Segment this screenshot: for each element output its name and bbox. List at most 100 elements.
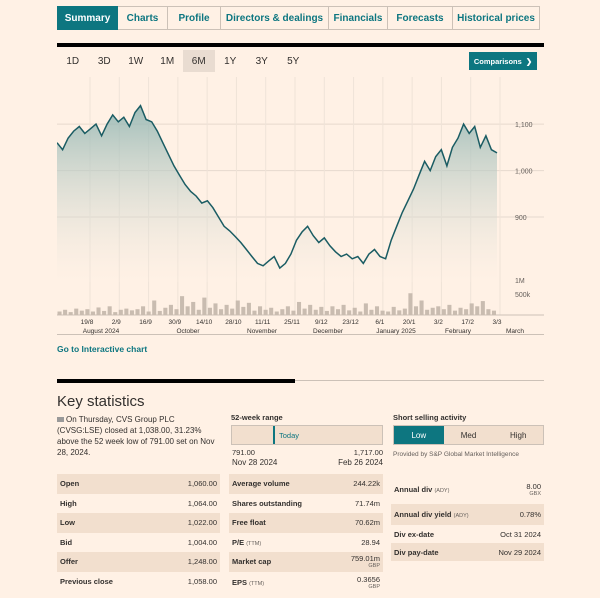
volume-bar [408,293,413,315]
range-3y-button[interactable]: 3Y [255,55,268,67]
time-range-selector: 1D 3D 1W 1M 6M 1Y 3Y 5Y [57,50,309,72]
volume-bar [180,296,185,315]
tab-directors-dealings[interactable]: Directors & dealings [221,6,329,30]
volume-bar [118,309,123,315]
x-tick-label: 23/12 [342,319,359,326]
volume-bar [207,307,212,315]
range-1m-button[interactable]: 1M [160,55,175,67]
table-row: Free float 70.62m [229,513,383,533]
volume-bar [341,304,346,315]
table-row: Market cap 759.01m GBP [229,552,383,572]
table-row: Bid 1,004.00 [57,533,220,553]
interactive-chart-link[interactable]: Go to Interactive chart [57,344,148,354]
volume-bar [430,307,435,315]
x-tick-label: 6/1 [375,319,384,326]
week52-high-date: Feb 26 2024 [338,458,383,467]
row-value: 1,248.00 [187,557,217,567]
row-label: Annual div (ADY) [394,484,450,494]
range-1d-button[interactable]: 1D [66,55,80,67]
range-1w-button[interactable]: 1W [128,55,144,67]
week52-low-date: Nov 28 2024 [232,458,278,467]
table-row: Annual div yield (ADY) 0.78% [391,504,544,525]
x-tick-label: 25/11 [284,319,300,326]
volume-bar [313,309,318,315]
data-provider-note: Provided by S&P Global Market Intelligen… [393,451,519,458]
volume-bar [491,310,496,315]
dividend-table: Annual div (ADY) 8.00 GBX Annual div yield… [391,474,544,561]
price-line [57,104,498,270]
key-statistics-text: On Thursday, CVS Group PLC (CVSG:LSE) cl… [57,415,215,457]
x-month-label: February [445,328,472,335]
volume-bar [413,306,419,315]
comparisons-button[interactable]: Comparisons ❯ [469,52,537,70]
volume-bar [258,306,263,315]
table-row: Annual div (ADY) 8.00 GBX [391,474,544,504]
volume-bar [168,304,173,315]
short-selling-med[interactable]: Med [443,426,494,444]
volume-bar [135,309,140,315]
x-tick-label: 20/1 [403,319,416,326]
row-label: Previous close [60,576,113,586]
x-tick-label: 9/12 [315,319,328,326]
row-value: 1,060.00 [187,479,217,489]
volume-bar [280,309,285,315]
table-row: Shares outstanding 71.74m [229,494,383,514]
table-row: EPS (TTM) 0.3656 GBP [229,572,383,594]
row-label: Bid [60,537,73,547]
short-selling-high[interactable]: High [493,426,544,444]
range-5y-button[interactable]: 5Y [287,55,300,67]
tab-historical-prices[interactable]: Historical prices [453,6,540,30]
row-value: 759.01m GBP [350,554,380,570]
volume-bar [113,312,118,315]
row-value: Oct 31 2024 [500,529,541,539]
volume-bar [219,309,224,315]
row-value: 8.00 GBX [526,481,541,497]
x-month-label: January 2025 [376,328,416,335]
row-label: EPS (TTM) [232,578,265,587]
volume-bar [464,309,469,315]
week52-title: 52-week range [231,413,283,422]
volume-bar [386,311,391,315]
row-value: 1,022.00 [187,518,217,528]
volume-bar [324,310,329,315]
x-tick-label: 30/9 [169,319,182,326]
price-chart[interactable]: 1,100 1,000 900 1M 500k 19/8 2/9 16/9 30/9 14/10 2… [57,77,544,335]
tab-summary[interactable]: Summary [57,6,118,30]
volume-bar [202,297,207,315]
row-label: Offer [60,557,78,567]
volume-bar [447,304,452,315]
volume-bar [425,309,430,315]
short-selling-level: Low Med High [393,425,544,445]
tab-charts[interactable]: Charts [118,6,168,30]
short-selling-low[interactable]: Low [394,426,444,444]
range-6m-button[interactable]: 6M [183,50,215,72]
volume-bar [380,310,385,315]
volume-bar [196,309,201,315]
volume-bar [174,309,179,315]
tab-forecasts[interactable]: Forecasts [388,6,453,30]
quote-nav-tabs: Summary Charts Profile Directors & deali… [57,6,540,30]
volume-bar [291,310,296,315]
section-divider-accent [57,379,295,383]
volume-bar [419,300,424,315]
y-tick-label: 900 [515,215,527,222]
volume-bar [319,306,324,315]
week52-high: 1,717.00 [353,448,383,457]
comparisons-label: Comparisons [473,56,522,66]
volume-bar [185,306,190,315]
tab-profile[interactable]: Profile [168,6,221,30]
range-1y-button[interactable]: 1Y [224,55,237,67]
volume-bar [146,311,151,315]
x-month-label: December [313,328,344,335]
volume-bar [163,307,168,315]
week52-today-label: Today [279,431,300,440]
volume-bar [191,301,196,315]
volume-bar [124,308,129,315]
x-tick-label: 14/10 [196,319,213,326]
x-tick-label: 3/2 [434,319,443,326]
tab-financials[interactable]: Financials [329,6,388,30]
row-value: 0.3656 GBP [357,575,380,590]
volume-bar [441,309,446,315]
range-3d-button[interactable]: 3D [97,55,111,67]
volume-bar [129,310,134,315]
